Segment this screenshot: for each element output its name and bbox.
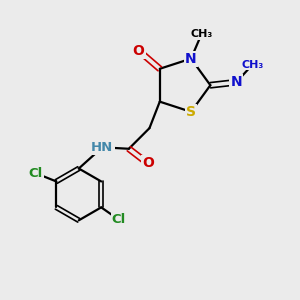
Text: CH₃: CH₃ (190, 29, 212, 40)
Text: O: O (133, 44, 145, 58)
Text: O: O (142, 157, 154, 170)
Text: Cl: Cl (112, 213, 126, 226)
Text: N: N (230, 75, 242, 89)
Text: Cl: Cl (28, 167, 43, 180)
Text: HN: HN (91, 141, 113, 154)
Text: S: S (186, 105, 196, 119)
Text: CH₃: CH₃ (241, 60, 264, 70)
Text: N: N (185, 52, 197, 66)
